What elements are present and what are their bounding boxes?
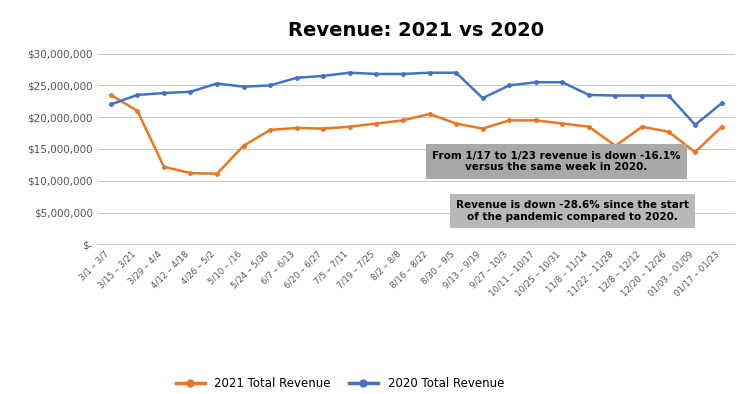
2021 Total Revenue	[478, 126, 488, 131]
2020 Total Revenue	[478, 96, 488, 100]
2021 Total Revenue	[106, 93, 116, 97]
2021 Total Revenue	[505, 118, 514, 123]
2021 Total Revenue	[292, 126, 302, 130]
2020 Total Revenue	[425, 71, 434, 75]
2020 Total Revenue	[558, 80, 567, 85]
2020 Total Revenue	[266, 83, 274, 88]
2020 Total Revenue	[691, 123, 700, 127]
2021 Total Revenue	[239, 143, 248, 148]
2021 Total Revenue	[398, 118, 407, 123]
2021 Total Revenue	[531, 118, 540, 123]
Text: Revenue is down -28.6% since the start
of the pandemic compared to 2020.: Revenue is down -28.6% since the start o…	[456, 200, 689, 221]
2020 Total Revenue	[531, 80, 540, 85]
2021 Total Revenue	[638, 125, 646, 129]
2020 Total Revenue	[292, 75, 302, 80]
2020 Total Revenue	[345, 71, 354, 75]
2021 Total Revenue	[691, 150, 700, 154]
2021 Total Revenue	[717, 125, 726, 129]
2020 Total Revenue	[319, 74, 328, 78]
2021 Total Revenue	[160, 164, 169, 169]
2021 Total Revenue	[452, 121, 460, 126]
2020 Total Revenue	[212, 81, 221, 86]
2021 Total Revenue	[319, 126, 328, 131]
2020 Total Revenue	[106, 102, 116, 107]
Title: Revenue: 2021 vs 2020: Revenue: 2021 vs 2020	[288, 21, 544, 40]
2020 Total Revenue	[717, 101, 726, 106]
2021 Total Revenue	[372, 121, 381, 126]
2021 Total Revenue	[133, 108, 142, 113]
2020 Total Revenue	[638, 93, 646, 98]
2020 Total Revenue	[398, 72, 407, 76]
Line: 2021 Total Revenue: 2021 Total Revenue	[109, 93, 724, 175]
2021 Total Revenue	[345, 125, 354, 129]
2021 Total Revenue	[425, 112, 434, 116]
2020 Total Revenue	[160, 91, 169, 95]
2021 Total Revenue	[558, 121, 567, 126]
2020 Total Revenue	[372, 72, 381, 76]
2020 Total Revenue	[664, 93, 673, 98]
2021 Total Revenue	[664, 130, 673, 134]
2020 Total Revenue	[611, 93, 620, 98]
Text: From 1/17 to 1/23 revenue is down -16.1%
versus the same week in 2020.: From 1/17 to 1/23 revenue is down -16.1%…	[432, 151, 681, 172]
2020 Total Revenue	[452, 71, 460, 75]
Line: 2020 Total Revenue: 2020 Total Revenue	[109, 71, 724, 126]
2021 Total Revenue	[584, 125, 593, 129]
2021 Total Revenue	[212, 171, 221, 176]
Legend: 2021 Total Revenue, 2020 Total Revenue: 2021 Total Revenue, 2020 Total Revenue	[171, 372, 509, 394]
2021 Total Revenue	[611, 143, 620, 148]
2020 Total Revenue	[239, 84, 248, 89]
2021 Total Revenue	[186, 171, 195, 175]
2020 Total Revenue	[133, 93, 142, 97]
2020 Total Revenue	[584, 93, 593, 97]
2020 Total Revenue	[186, 89, 195, 94]
2021 Total Revenue	[266, 128, 274, 132]
2020 Total Revenue	[505, 83, 514, 88]
